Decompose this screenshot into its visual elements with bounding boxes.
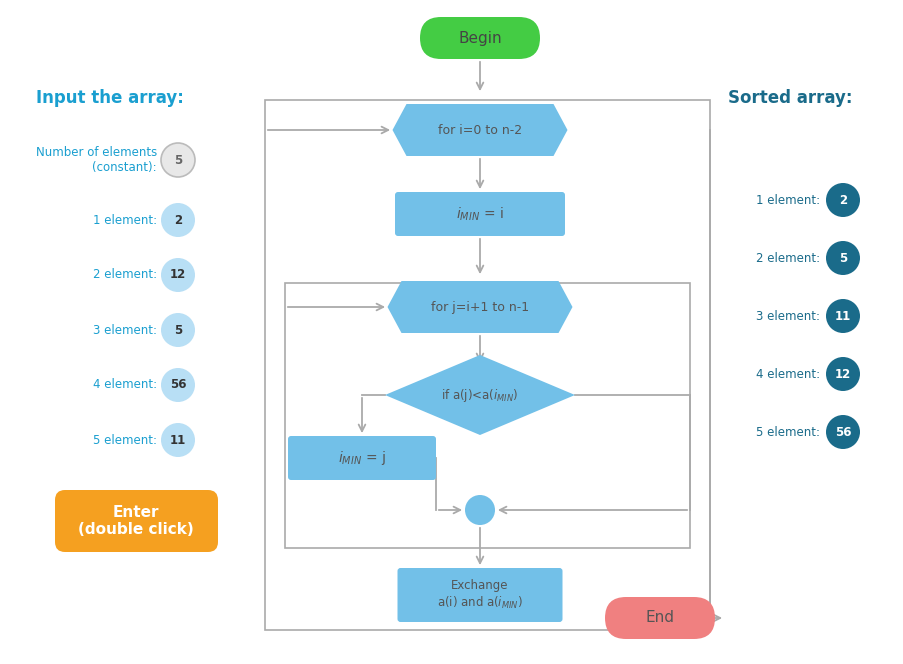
Text: 2: 2 [173,214,182,226]
FancyBboxPatch shape [604,597,714,639]
Text: End: End [645,610,674,625]
FancyBboxPatch shape [397,568,562,622]
Text: Input the array:: Input the array: [36,89,183,107]
Text: 2 element:: 2 element: [93,268,157,282]
Text: 11: 11 [170,434,186,446]
Text: 5: 5 [838,252,846,264]
Text: for i=0 to n-2: for i=0 to n-2 [437,124,522,137]
Circle shape [161,203,195,237]
Circle shape [161,313,195,347]
FancyBboxPatch shape [395,192,564,236]
Text: $i_{MIN}$ = j: $i_{MIN}$ = j [338,449,386,467]
Text: 5 element:: 5 element: [755,426,819,438]
Circle shape [464,495,495,525]
Text: 12: 12 [170,268,186,282]
Text: for j=i+1 to n-1: for j=i+1 to n-1 [431,301,528,313]
Text: 56: 56 [170,378,186,392]
Text: Enter
(double click): Enter (double click) [78,505,193,537]
Text: 12: 12 [834,367,851,380]
Text: Exchange
a(i) and a($i_{MIN}$): Exchange a(i) and a($i_{MIN}$) [436,579,522,611]
Text: 2 element:: 2 element: [755,252,819,264]
Text: Begin: Begin [458,31,501,46]
Text: if a(j)<a($i_{MIN}$): if a(j)<a($i_{MIN}$) [441,386,518,404]
Text: 5: 5 [173,153,182,167]
Text: Sorted array:: Sorted array: [727,89,852,107]
Text: 4 element:: 4 element: [93,378,157,392]
Polygon shape [392,104,567,156]
Bar [284,283,689,548]
Circle shape [825,357,859,391]
Bar [265,100,709,630]
Text: 4 element:: 4 element: [755,367,819,380]
Circle shape [825,183,859,217]
Circle shape [825,415,859,449]
Text: Number of elements
(constant):: Number of elements (constant): [36,146,157,174]
Text: 56: 56 [833,426,851,438]
Text: 5 element:: 5 element: [93,434,157,446]
FancyBboxPatch shape [55,490,218,552]
Circle shape [825,241,859,275]
Text: 2: 2 [838,193,846,207]
Text: 1 element:: 1 element: [755,193,819,207]
Text: 3 element:: 3 element: [93,323,157,337]
Text: 11: 11 [834,309,851,323]
Circle shape [161,423,195,457]
FancyBboxPatch shape [420,17,539,59]
Text: 1 element:: 1 element: [93,214,157,226]
Polygon shape [387,281,572,333]
Text: 3 element:: 3 element: [755,309,819,323]
Circle shape [161,258,195,292]
Circle shape [161,368,195,402]
FancyBboxPatch shape [288,436,435,480]
Text: 5: 5 [173,323,182,337]
Text: $i_{MIN}$ = i: $i_{MIN}$ = i [456,205,503,222]
Circle shape [161,143,195,177]
Circle shape [825,299,859,333]
Polygon shape [385,355,574,435]
